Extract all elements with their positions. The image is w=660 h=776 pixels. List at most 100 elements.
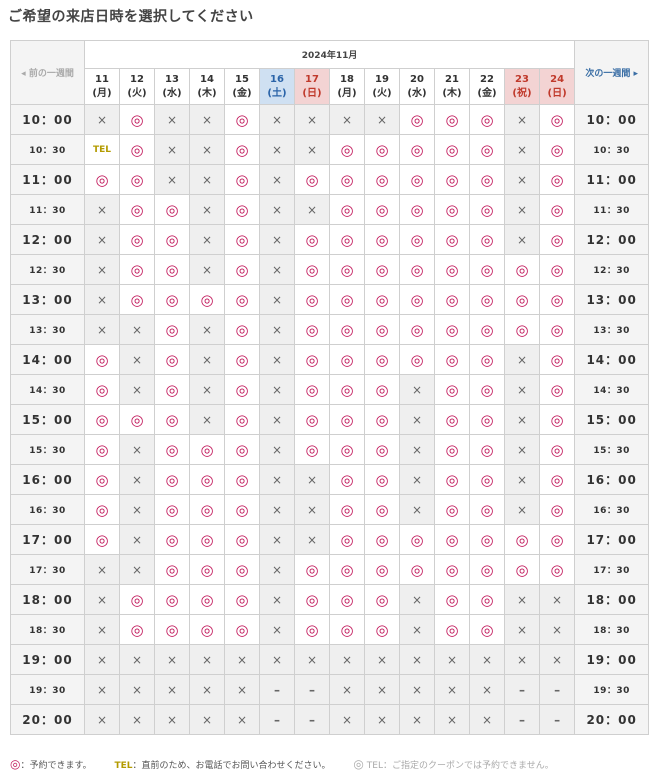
slot-available-cell[interactable]: ◎: [154, 554, 190, 585]
slot-available-cell[interactable]: ◎: [294, 284, 330, 315]
slot-available-cell[interactable]: ◎: [119, 194, 155, 225]
slot-available-cell[interactable]: ◎: [538, 464, 576, 495]
slot-available-cell[interactable]: ◎: [469, 134, 505, 165]
slot-available-cell[interactable]: ◎: [189, 284, 225, 315]
slot-available-cell[interactable]: ◎: [364, 464, 400, 495]
slot-available-cell[interactable]: ◎: [399, 104, 435, 135]
slot-available-cell[interactable]: ◎: [329, 374, 365, 405]
slot-available-cell[interactable]: ◎: [119, 164, 155, 195]
slot-available-cell[interactable]: ◎: [364, 284, 400, 315]
slot-available-cell[interactable]: ◎: [224, 404, 260, 435]
slot-available-cell[interactable]: ◎: [469, 194, 505, 225]
slot-available-cell[interactable]: ◎: [504, 554, 540, 585]
slot-available-cell[interactable]: ◎: [224, 374, 260, 405]
slot-available-cell[interactable]: ◎: [329, 464, 365, 495]
slot-available-cell[interactable]: ◎: [538, 554, 576, 585]
slot-available-cell[interactable]: ◎: [154, 194, 190, 225]
slot-available-cell[interactable]: ◎: [364, 554, 400, 585]
slot-available-cell[interactable]: ◎: [434, 554, 470, 585]
slot-available-cell[interactable]: ◎: [434, 494, 470, 525]
slot-available-cell[interactable]: ◎: [469, 374, 505, 405]
slot-available-cell[interactable]: ◎: [538, 254, 576, 285]
slot-available-cell[interactable]: ◎: [434, 284, 470, 315]
slot-available-cell[interactable]: ◎: [329, 254, 365, 285]
slot-available-cell[interactable]: ◎: [84, 464, 120, 495]
slot-available-cell[interactable]: ◎: [364, 224, 400, 255]
slot-available-cell[interactable]: ◎: [294, 254, 330, 285]
slot-available-cell[interactable]: ◎: [224, 614, 260, 645]
slot-available-cell[interactable]: ◎: [434, 374, 470, 405]
slot-available-cell[interactable]: ◎: [329, 224, 365, 255]
slot-available-cell[interactable]: ◎: [364, 524, 400, 555]
slot-available-cell[interactable]: ◎: [294, 344, 330, 375]
slot-available-cell[interactable]: ◎: [538, 164, 576, 195]
slot-available-cell[interactable]: ◎: [399, 224, 435, 255]
slot-available-cell[interactable]: ◎: [84, 404, 120, 435]
slot-available-cell[interactable]: ◎: [119, 284, 155, 315]
slot-available-cell[interactable]: ◎: [364, 614, 400, 645]
slot-available-cell[interactable]: ◎: [119, 614, 155, 645]
slot-available-cell[interactable]: ◎: [434, 164, 470, 195]
slot-available-cell[interactable]: ◎: [364, 344, 400, 375]
slot-available-cell[interactable]: ◎: [469, 314, 505, 345]
slot-available-cell[interactable]: ◎: [294, 314, 330, 345]
slot-available-cell[interactable]: ◎: [329, 614, 365, 645]
slot-available-cell[interactable]: ◎: [399, 524, 435, 555]
slot-available-cell[interactable]: ◎: [399, 284, 435, 315]
slot-available-cell[interactable]: ◎: [538, 494, 576, 525]
slot-available-cell[interactable]: ◎: [224, 494, 260, 525]
slot-available-cell[interactable]: ◎: [189, 554, 225, 585]
slot-available-cell[interactable]: ◎: [224, 344, 260, 375]
slot-available-cell[interactable]: ◎: [154, 494, 190, 525]
slot-available-cell[interactable]: ◎: [538, 104, 576, 135]
slot-available-cell[interactable]: ◎: [399, 254, 435, 285]
slot-available-cell[interactable]: ◎: [119, 254, 155, 285]
slot-available-cell[interactable]: ◎: [469, 164, 505, 195]
slot-available-cell[interactable]: ◎: [538, 404, 576, 435]
slot-available-cell[interactable]: ◎: [294, 584, 330, 615]
slot-available-cell[interactable]: ◎: [154, 254, 190, 285]
slot-available-cell[interactable]: ◎: [189, 494, 225, 525]
slot-available-cell[interactable]: ◎: [329, 284, 365, 315]
slot-available-cell[interactable]: ◎: [154, 344, 190, 375]
slot-available-cell[interactable]: ◎: [469, 344, 505, 375]
slot-available-cell[interactable]: ◎: [224, 104, 260, 135]
slot-available-cell[interactable]: ◎: [434, 584, 470, 615]
slot-available-cell[interactable]: ◎: [154, 314, 190, 345]
slot-available-cell[interactable]: ◎: [189, 434, 225, 465]
slot-available-cell[interactable]: ◎: [294, 374, 330, 405]
slot-available-cell[interactable]: ◎: [469, 284, 505, 315]
slot-available-cell[interactable]: ◎: [224, 524, 260, 555]
slot-available-cell[interactable]: ◎: [399, 134, 435, 165]
slot-available-cell[interactable]: ◎: [434, 344, 470, 375]
slot-available-cell[interactable]: ◎: [154, 284, 190, 315]
slot-available-cell[interactable]: ◎: [434, 104, 470, 135]
slot-available-cell[interactable]: ◎: [469, 614, 505, 645]
slot-available-cell[interactable]: ◎: [434, 224, 470, 255]
slot-available-cell[interactable]: ◎: [224, 134, 260, 165]
slot-available-cell[interactable]: ◎: [189, 584, 225, 615]
slot-available-cell[interactable]: ◎: [84, 344, 120, 375]
slot-available-cell[interactable]: ◎: [294, 224, 330, 255]
slot-available-cell[interactable]: ◎: [399, 554, 435, 585]
slot-available-cell[interactable]: ◎: [224, 164, 260, 195]
slot-available-cell[interactable]: ◎: [224, 224, 260, 255]
slot-available-cell[interactable]: ◎: [189, 524, 225, 555]
slot-available-cell[interactable]: ◎: [469, 554, 505, 585]
slot-available-cell[interactable]: ◎: [84, 434, 120, 465]
slot-available-cell[interactable]: ◎: [154, 404, 190, 435]
slot-available-cell[interactable]: ◎: [434, 524, 470, 555]
slot-available-cell[interactable]: ◎: [469, 584, 505, 615]
slot-available-cell[interactable]: ◎: [224, 254, 260, 285]
next-week-button[interactable]: 次の一週間 ▸: [574, 40, 650, 105]
slot-available-cell[interactable]: ◎: [119, 104, 155, 135]
slot-available-cell[interactable]: ◎: [329, 194, 365, 225]
slot-available-cell[interactable]: ◎: [84, 374, 120, 405]
slot-available-cell[interactable]: ◎: [364, 194, 400, 225]
slot-available-cell[interactable]: ◎: [154, 434, 190, 465]
slot-available-cell[interactable]: ◎: [294, 614, 330, 645]
slot-available-cell[interactable]: ◎: [364, 314, 400, 345]
slot-available-cell[interactable]: ◎: [434, 464, 470, 495]
slot-available-cell[interactable]: ◎: [329, 134, 365, 165]
slot-available-cell[interactable]: ◎: [224, 554, 260, 585]
